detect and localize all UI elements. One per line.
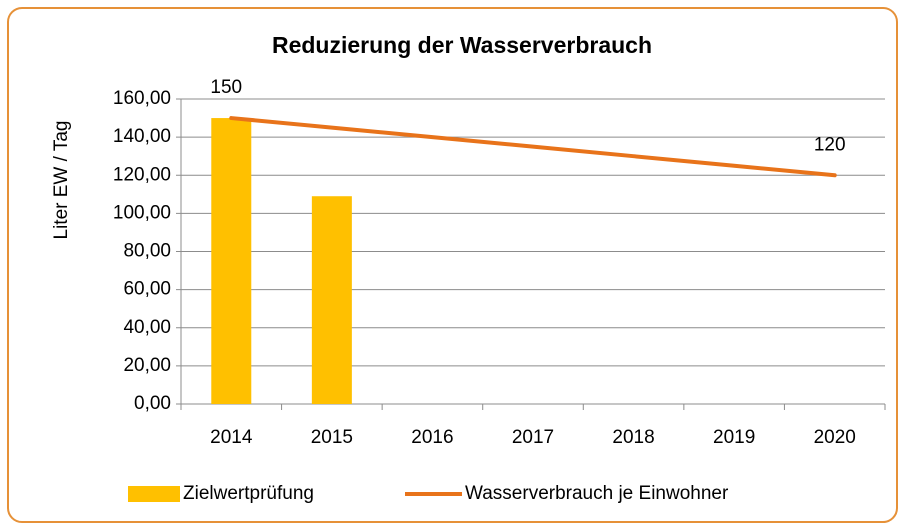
legend-swatch <box>128 486 180 502</box>
data-label: 120 <box>814 134 846 155</box>
x-tick-label: 2020 <box>814 427 856 448</box>
y-tick-label: 80,00 <box>123 241 171 262</box>
x-tick-label: 2015 <box>311 427 353 448</box>
x-tick-label: 2019 <box>713 427 755 448</box>
y-tick-label: 0,00 <box>134 393 171 414</box>
y-tick-label: 120,00 <box>113 164 171 185</box>
y-tick-label: 100,00 <box>113 202 171 223</box>
x-tick-label: 2018 <box>612 427 654 448</box>
y-tick-label: 60,00 <box>123 279 171 300</box>
bar <box>211 118 252 404</box>
data-label: 150 <box>210 77 242 98</box>
x-tick-label: 2016 <box>411 427 453 448</box>
chart-title: Reduzierung der Wasserverbrauch <box>272 32 652 58</box>
y-tick-label: 160,00 <box>113 88 171 109</box>
x-tick-label: 2017 <box>512 427 554 448</box>
legend-label: Zielwertprüfung <box>183 483 314 504</box>
x-tick-label: 2014 <box>210 427 253 448</box>
y-tick-label: 40,00 <box>123 317 171 338</box>
legend-label: Wasserverbrauch je Einwohner <box>465 483 729 504</box>
y-tick-label: 140,00 <box>113 126 171 147</box>
y-axis-label: Liter EW / Tag <box>51 121 72 240</box>
line <box>229 116 837 178</box>
bar <box>311 196 352 404</box>
y-tick-label: 20,00 <box>123 355 171 376</box>
